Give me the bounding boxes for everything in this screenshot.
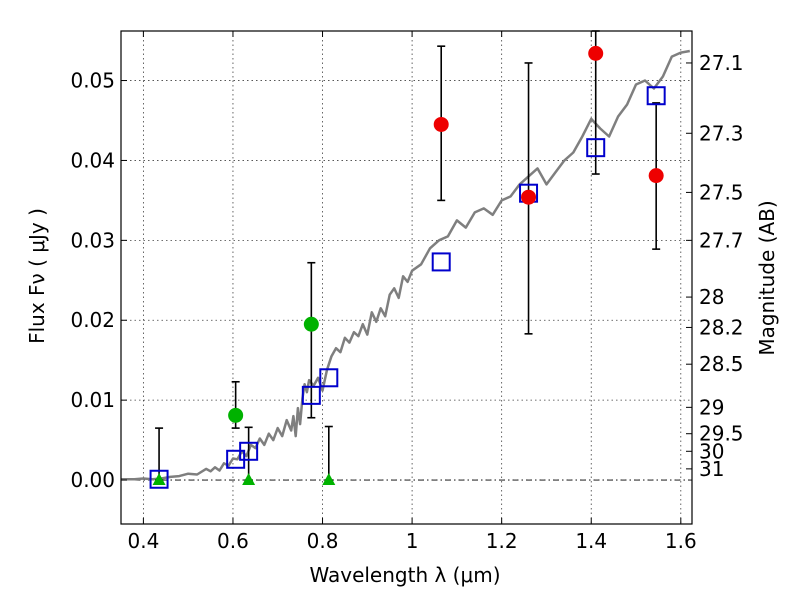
non-detection-marker (152, 473, 166, 486)
right-tick-label: 27.5 (699, 180, 744, 204)
model-spectrum-group (121, 49, 691, 481)
x-tick-label: 0.8 (307, 529, 339, 553)
y-tick-label: 0.03 (70, 228, 115, 252)
model-photometry-point (319, 368, 339, 388)
model-photometry-point (586, 138, 606, 158)
x-tick-label: 1.4 (575, 529, 607, 553)
detection-point (433, 116, 449, 132)
right-tick-label: 29.5 (699, 422, 744, 446)
x-tick-label: 1.2 (486, 529, 518, 553)
x-tick-label: 0.4 (127, 529, 159, 553)
x-tick-label: 1 (406, 529, 419, 553)
x-tick-label: 1.6 (665, 529, 697, 553)
right-tick-label: 29 (699, 395, 724, 419)
right-tick-label: 28.2 (699, 315, 744, 339)
right-tick-label: 28.5 (699, 352, 744, 376)
non-detection-marker (322, 473, 336, 486)
right-tick-label: 27.7 (699, 228, 744, 252)
plot-frame (120, 30, 693, 525)
ticks-group: 0.4 0.6 0.8 1 1.2 1.4 1.6 0.00 0.01 0.02 0.03 0.04 0… (70, 31, 744, 553)
x-tick-label: 0.6 (217, 529, 249, 553)
y-tick-label: 0.00 (70, 468, 115, 492)
y-tick-label: 0.05 (70, 69, 115, 93)
non-detection-marker (242, 473, 256, 486)
grid (121, 31, 692, 524)
detection-point (228, 407, 244, 423)
model-photometry-point (301, 385, 321, 405)
y-tick-label: 0.02 (70, 308, 115, 332)
detection-point (303, 316, 319, 332)
y-axis-label-right: Magnitude (AB) (755, 200, 779, 355)
x-axis-label: Wavelength λ (μm) (309, 563, 500, 587)
detection-point (648, 168, 664, 184)
y-tick-label: 0.04 (70, 148, 115, 172)
right-tick-label: 28 (699, 285, 724, 309)
right-tick-label: 31 (699, 457, 724, 481)
detection-point (521, 189, 537, 205)
detection-point (588, 45, 604, 61)
model-photometry-point (149, 469, 169, 489)
right-tick-label: 30 (699, 439, 724, 463)
markers-group (149, 45, 666, 489)
model-photometry-point (646, 86, 666, 106)
model-photometry-point (239, 441, 259, 461)
right-tick-label: 27.1 (699, 51, 744, 75)
model-photometry-point (431, 252, 451, 272)
right-tick-label: 27.3 (699, 121, 744, 145)
y-axis-label-left: Flux Fν ( μJy ) (25, 208, 49, 344)
y-tick-label: 0.01 (70, 388, 115, 412)
model-spectrum-line (121, 49, 691, 481)
